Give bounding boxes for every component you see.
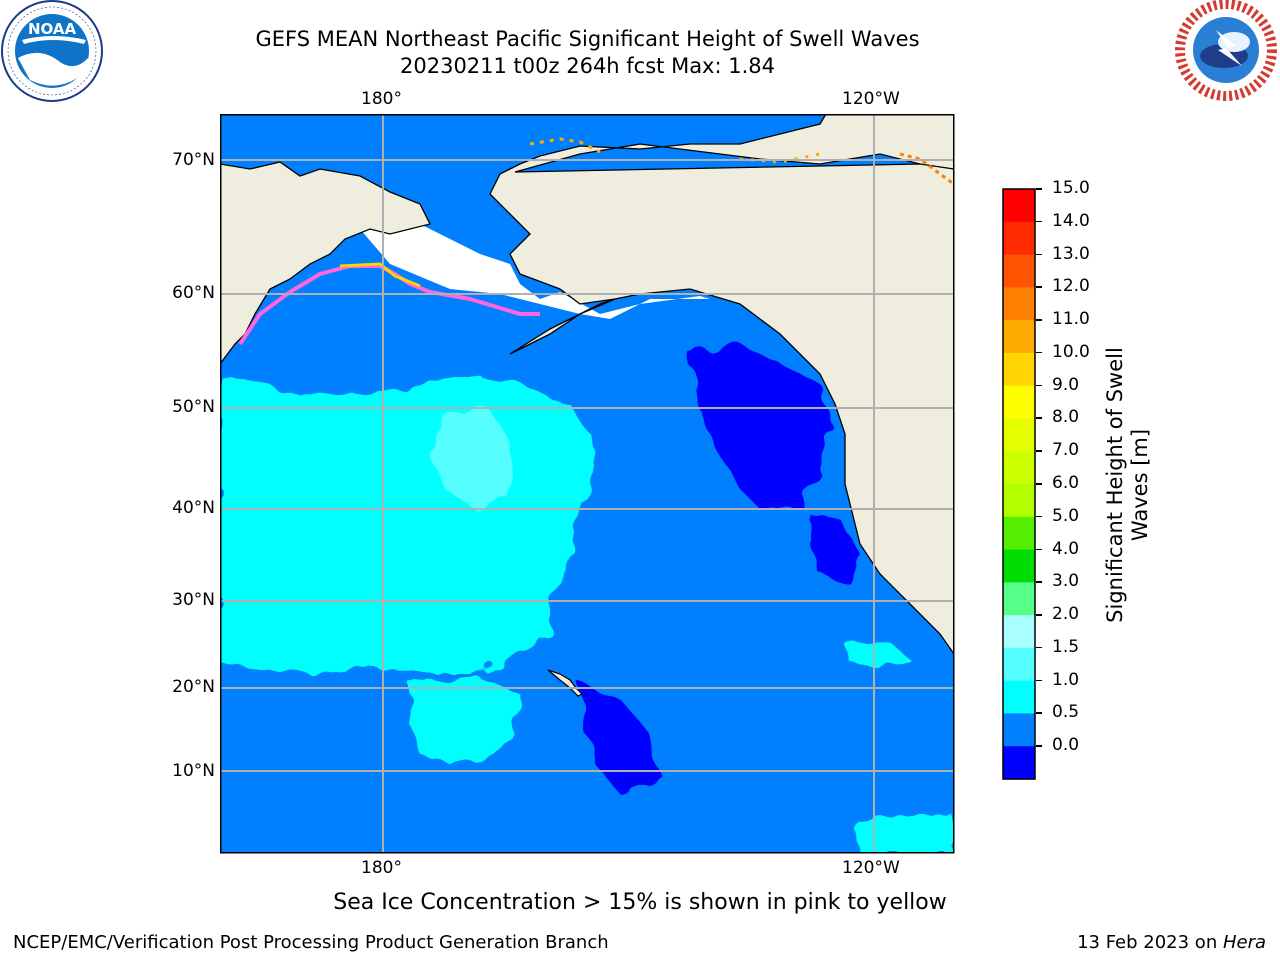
colorbar-segment <box>1003 647 1035 682</box>
colorbar-tick <box>1036 646 1042 649</box>
colorbar-tick <box>1036 614 1042 616</box>
sea-ice-note: Sea Ice Concentration > 15% is shown in … <box>333 890 947 915</box>
colorbar-tick-label: 2.0 <box>1052 604 1080 625</box>
colorbar-tick-label: 10.0 <box>1052 341 1090 362</box>
colorbar-segment <box>1003 484 1035 518</box>
colorbar-tick <box>1036 483 1042 485</box>
colorbar-segment <box>1003 549 1035 583</box>
lat-label-40n: 40°N <box>172 498 215 518</box>
footer-date-text: 13 Feb 2023 on <box>1077 932 1223 953</box>
colorbar-segment <box>1003 254 1035 288</box>
ice-free-bering <box>360 224 710 319</box>
svg-text:NOAA: NOAA <box>28 20 77 38</box>
colorbar-segment <box>1003 418 1035 452</box>
colorbar-segment <box>1003 615 1035 649</box>
colorbar-tick-label: 7.0 <box>1052 440 1080 461</box>
colorbar-tick-label: 14.0 <box>1052 210 1090 231</box>
colorbar <box>1002 188 1036 780</box>
sea-ice-edge <box>529 137 601 154</box>
swell-0-0.5m-region <box>810 514 860 584</box>
colorbar-tick-label: 6.0 <box>1052 473 1080 493</box>
sea-ice-edge <box>899 152 954 186</box>
colorbar-tick <box>1036 253 1042 256</box>
lon-label-120w-bottom: 120°W <box>842 858 900 878</box>
lat-label-20n: 20°N <box>172 677 215 697</box>
swell-1-1.5m-region <box>845 642 910 669</box>
lat-label-10n: 10°N <box>172 761 215 781</box>
chart-title: GEFS MEAN Northeast Pacific Significant … <box>255 27 920 51</box>
colorbar-tick <box>1036 581 1042 583</box>
land-alaska-peninsula <box>509 298 616 355</box>
colorbar-segment <box>1003 680 1035 715</box>
colorbar-tick-label: 4.0 <box>1052 538 1080 559</box>
colorbar-tick-label: 5.0 <box>1052 505 1080 526</box>
colorbar-segment <box>1003 320 1035 354</box>
swell-0-0.5m-region <box>580 684 660 794</box>
colorbar-tick-label: 0.5 <box>1052 702 1080 723</box>
colorbar-tick-label: 12.0 <box>1052 276 1090 297</box>
colorbar-tick <box>1036 286 1042 288</box>
swell-1-1.5m-region <box>220 376 595 674</box>
colorbar-segment <box>1003 221 1035 256</box>
colorbar-title: Significant Height of Swell Waves [m] <box>1103 347 1152 623</box>
chart-subtitle: 20230211 t00z 264h fcst Max: 1.84 <box>400 54 775 78</box>
colorbar-tick <box>1036 188 1042 190</box>
lon-label-120w-top: 120°W <box>842 89 900 109</box>
colorbar-tick-label: 0.0 <box>1052 735 1080 756</box>
colorbar-tick-label: 1.0 <box>1052 669 1080 690</box>
colorbar-tick <box>1036 417 1042 419</box>
swell-1-1.5m-region <box>850 814 954 853</box>
land-siberia <box>220 161 431 366</box>
colorbar-segment <box>1003 516 1035 551</box>
nws-logo <box>1175 0 1277 101</box>
colorbar-tick-label: 13.0 <box>1052 243 1090 264</box>
colorbar-segment <box>1003 713 1035 747</box>
footer-host: Hera <box>1222 932 1266 953</box>
colorbar-tick-label: 3.0 <box>1052 571 1080 592</box>
colorbar-tick <box>1036 220 1042 223</box>
swell-1-1.5m-region <box>410 676 520 764</box>
land-hawaii <box>547 669 584 697</box>
colorbar-tick <box>1036 745 1042 747</box>
swell-1.5-2m-region <box>430 410 510 509</box>
colorbar-segment <box>1003 189 1035 223</box>
colorbar-segment <box>1003 287 1035 321</box>
colorbar-tick-label: 8.0 <box>1052 407 1080 428</box>
sea-ice-edge <box>339 262 421 288</box>
colorbar-tick-label: 11.0 <box>1052 309 1090 330</box>
colorbar-tick <box>1036 351 1042 354</box>
lon-label-180-bottom: 180° <box>361 858 402 878</box>
colorbar-tick <box>1036 450 1042 452</box>
colorbar-tick <box>1036 384 1042 387</box>
lat-label-70n: 70°N <box>172 150 215 170</box>
colorbar-tick <box>1036 679 1042 682</box>
noaa-logo: NOAA <box>1 0 103 102</box>
footer-credit: NCEP/EMC/Verification Post Processing Pr… <box>13 932 609 953</box>
swell-0-0.5m-region <box>690 344 830 509</box>
colorbar-tick <box>1036 515 1042 518</box>
colorbar-tick <box>1036 319 1042 321</box>
lat-label-60n: 60°N <box>172 283 215 303</box>
colorbar-segment <box>1003 746 1035 780</box>
colorbar-tick-label: 9.0 <box>1052 374 1080 395</box>
lat-label-30n: 30°N <box>172 590 215 610</box>
land-north-america <box>489 114 954 656</box>
colorbar-tick <box>1036 548 1042 551</box>
lon-label-180-top: 180° <box>361 89 402 109</box>
colorbar-segment <box>1003 582 1035 616</box>
colorbar-segment <box>1003 352 1035 387</box>
lat-label-50n: 50°N <box>172 397 215 417</box>
colorbar-tick-label: 1.5 <box>1052 636 1080 657</box>
colorbar-tick <box>1036 712 1042 714</box>
colorbar-tick-label: 15.0 <box>1052 178 1090 198</box>
swell-height-map <box>220 114 955 854</box>
colorbar-segment <box>1003 385 1035 420</box>
footer-date: 13 Feb 2023 on Hera <box>1077 932 1266 953</box>
colorbar-segment <box>1003 451 1035 485</box>
